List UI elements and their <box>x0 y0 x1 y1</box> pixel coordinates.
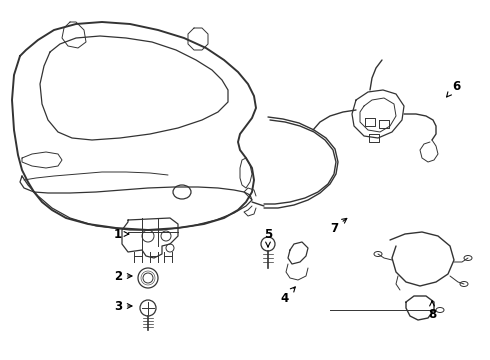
Text: 3: 3 <box>114 300 132 312</box>
Text: 8: 8 <box>428 301 436 320</box>
Text: 7: 7 <box>330 219 347 234</box>
Text: 1: 1 <box>114 228 129 240</box>
Text: 6: 6 <box>446 80 460 97</box>
Text: 2: 2 <box>114 270 132 283</box>
Text: 5: 5 <box>264 228 272 247</box>
Text: 4: 4 <box>281 287 295 305</box>
